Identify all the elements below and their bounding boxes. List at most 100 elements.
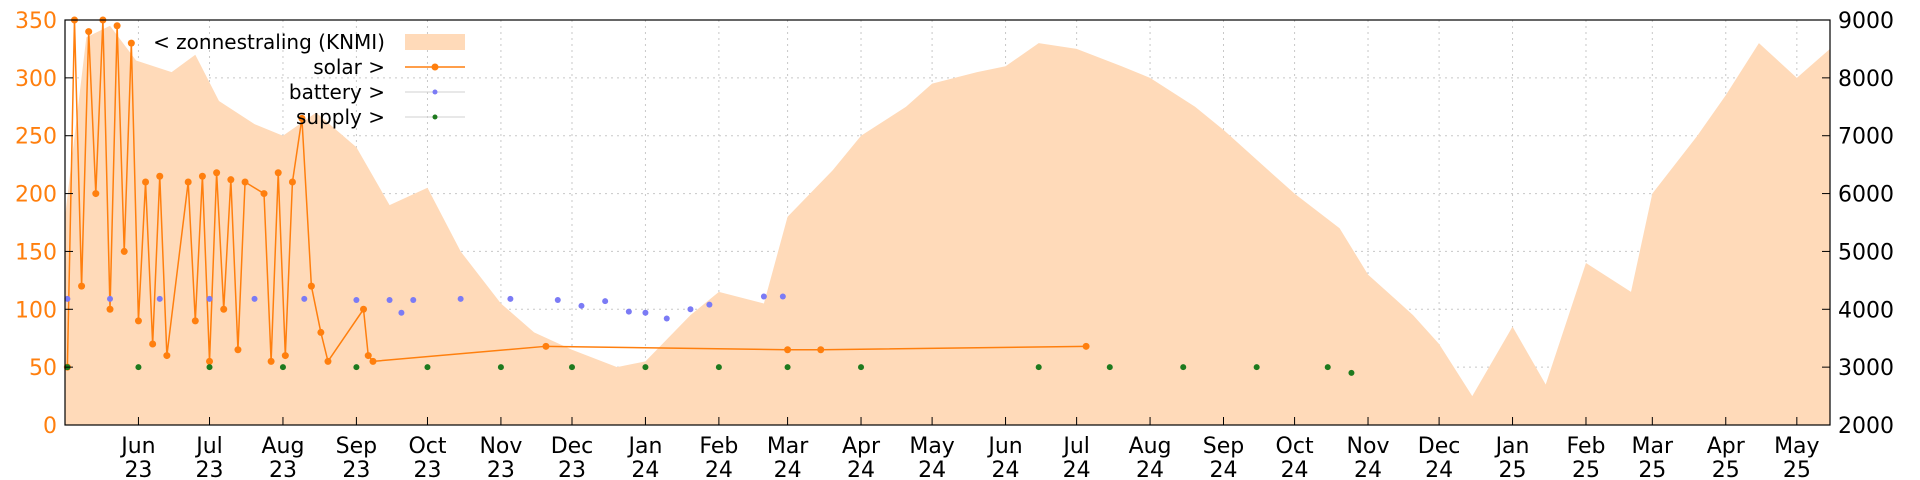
solar-point <box>267 357 275 365</box>
solar-point <box>191 317 199 325</box>
supply-point <box>1035 364 1042 371</box>
supply-point <box>568 364 575 371</box>
x-axis: Jun23Jul23Aug23Sep23Oct23Nov23Dec23Jan24… <box>119 417 1820 480</box>
x-tick-label-year: 23 <box>487 458 515 480</box>
solar-series <box>63 16 1090 371</box>
supply-point <box>642 364 649 371</box>
solar-point <box>317 328 325 336</box>
x-tick-label-month: Jul <box>1061 434 1090 459</box>
supply-point <box>1106 364 1113 371</box>
y-right-tick-label: 9000 <box>1838 9 1894 34</box>
solar-point <box>213 169 221 177</box>
supply-point <box>353 364 360 371</box>
x-tick-label-month: Jan <box>626 434 662 459</box>
battery-point <box>602 298 609 305</box>
supply-point <box>497 364 504 371</box>
battery-point <box>410 297 417 304</box>
zonnestraling-area <box>65 25 1830 426</box>
battery-point <box>760 293 767 300</box>
solar-point <box>85 28 93 36</box>
solar-point <box>298 114 306 122</box>
x-tick-label-year: 23 <box>269 458 297 480</box>
battery-point <box>386 297 393 304</box>
x-tick-label-month: Sep <box>1203 434 1244 459</box>
x-tick-label-year: 24 <box>918 458 946 480</box>
solar-point <box>149 340 157 348</box>
x-tick-label-month: Feb <box>699 434 738 459</box>
x-tick-label-month: Apr <box>842 434 881 459</box>
legend: < zonnestraling (KNMI)solar >battery >su… <box>153 30 465 129</box>
solar-point <box>542 342 550 350</box>
y-axis-right: 2000 3000 4000 5000 6000 7000 8000 9000 <box>1822 9 1894 439</box>
y-left-tick-label: 300 <box>15 67 57 92</box>
solar-point <box>78 282 86 290</box>
x-tick-label-year: 25 <box>1783 458 1811 480</box>
battery-point <box>353 297 360 304</box>
supply-point <box>1348 369 1355 376</box>
zonnestraling-area-path <box>65 25 1830 426</box>
battery-point <box>507 295 514 302</box>
supply-point <box>1324 364 1331 371</box>
legend-label: < zonnestraling (KNMI) <box>153 30 385 54</box>
x-tick-label-month: Dec <box>551 434 594 459</box>
y-right-tick-label: 2000 <box>1838 414 1894 439</box>
solar-line <box>66 19 1087 368</box>
x-tick-label-month: Sep <box>336 434 377 459</box>
battery-point <box>251 295 258 302</box>
battery-point <box>457 295 464 302</box>
x-tick-label-month: May <box>1774 434 1819 459</box>
y-left-tick-label: 250 <box>15 125 57 150</box>
x-tick-label-month: Jul <box>194 434 223 459</box>
solar-point <box>227 176 235 184</box>
supply-point <box>858 364 865 371</box>
solar-point <box>360 305 368 313</box>
x-tick-label-year: 24 <box>1210 458 1238 480</box>
solar-point <box>241 178 249 186</box>
x-tick-label-month: Feb <box>1567 434 1606 459</box>
battery-point <box>663 315 670 322</box>
y-left-tick-label: 0 <box>43 414 57 439</box>
x-tick-label-month: May <box>909 434 954 459</box>
supply-point <box>135 364 142 371</box>
supply-point <box>279 364 286 371</box>
x-tick-label-month: Apr <box>1707 434 1746 459</box>
x-tick-label-year: 23 <box>558 458 586 480</box>
x-tick-label-month: Jun <box>986 434 1022 459</box>
supply-point <box>1253 364 1260 371</box>
battery-point <box>779 293 786 300</box>
x-tick-label-year: 25 <box>1499 458 1527 480</box>
battery-point <box>107 295 114 302</box>
solar-point <box>281 352 289 360</box>
y-left-tick-label: 200 <box>15 183 57 208</box>
legend-swatch-point <box>432 114 438 120</box>
x-tick-label-year: 25 <box>1572 458 1600 480</box>
battery-point <box>625 308 632 315</box>
battery-point <box>578 302 585 309</box>
x-tick-label-year: 24 <box>847 458 875 480</box>
x-tick-label-month: Mar <box>767 434 809 459</box>
solar-point <box>260 190 268 198</box>
x-tick-label-month: Nov <box>479 434 522 459</box>
y-right-tick-label: 8000 <box>1838 67 1894 92</box>
solar-point <box>134 317 142 325</box>
solar-point <box>206 357 214 365</box>
solar-point <box>220 305 228 313</box>
x-tick-label-year: 23 <box>342 458 370 480</box>
solar-point <box>324 357 332 365</box>
solar-point <box>369 357 377 365</box>
legend-label: battery > <box>289 80 385 104</box>
supply-point <box>715 364 722 371</box>
x-tick-label-year: 24 <box>631 458 659 480</box>
supply-point <box>206 364 213 371</box>
y-left-tick-label: 350 <box>15 9 57 34</box>
solar-point <box>234 346 242 354</box>
solar-point <box>127 39 135 47</box>
solar-point <box>274 169 282 177</box>
x-tick-label-year: 24 <box>1281 458 1309 480</box>
x-tick-label-month: Jan <box>1494 434 1530 459</box>
y-right-tick-label: 7000 <box>1838 125 1894 150</box>
y-left-tick-label: 50 <box>29 356 57 381</box>
x-tick-label-year: 23 <box>124 458 152 480</box>
solar-point <box>184 178 192 186</box>
